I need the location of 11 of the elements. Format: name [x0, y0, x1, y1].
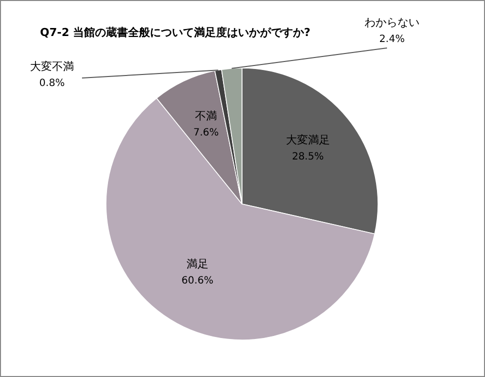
data-label: 60.6%: [182, 276, 214, 287]
slice-label: 満足: [186, 258, 208, 271]
data-label: 7.6%: [193, 128, 219, 139]
slice-label: 大変満足: [286, 133, 330, 146]
data-label: 28.5%: [292, 151, 324, 162]
slice-label: わからない: [364, 16, 420, 29]
data-label: 0.8%: [39, 78, 65, 89]
text: Q7-2 当館の蔵書全般について満足度はいかがですか?: [40, 26, 310, 39]
data-label: 2.4%: [379, 34, 405, 45]
slice-label: 不満: [195, 110, 218, 123]
slice-label: 大変不満: [30, 60, 74, 73]
